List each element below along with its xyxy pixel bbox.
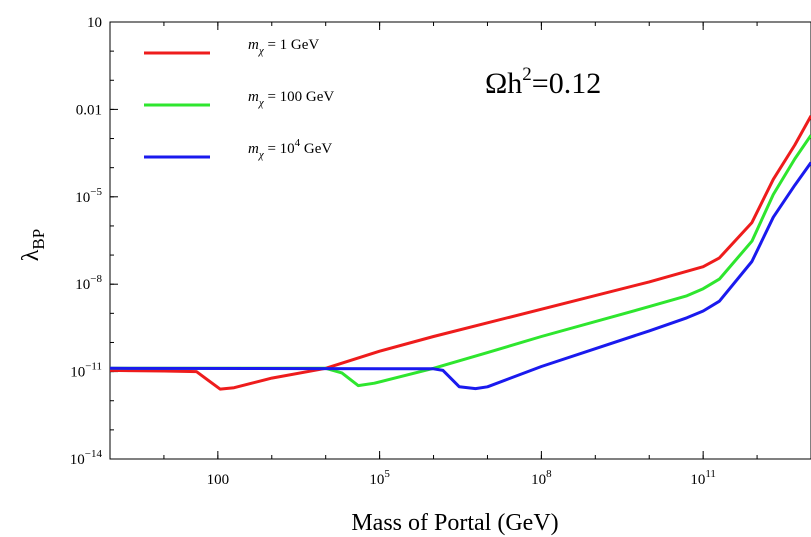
series-line-0 xyxy=(109,115,811,391)
y-axis-title: λBP xyxy=(18,229,48,261)
y-tick-label-1-base: 0.01 xyxy=(76,102,102,118)
y-tick-label-5-base: 10 xyxy=(70,452,85,468)
plot-frame xyxy=(109,21,811,460)
y-tick-label-2: 10−5 xyxy=(75,186,102,206)
series-lines xyxy=(109,115,811,391)
y-tick-label-3-exp: −8 xyxy=(90,273,102,285)
x-tick-label-0-base: 100 xyxy=(207,472,230,488)
x-tick-label-2-exp: 8 xyxy=(546,468,552,480)
y-tick-label-4: 10−11 xyxy=(70,361,102,381)
annotation-exp: 2 xyxy=(522,64,532,85)
omega-annotation: Ωh2=0.12 xyxy=(485,64,601,100)
y-tick-label-2-exp: −5 xyxy=(90,186,102,198)
y-tick-label-0-base: 10 xyxy=(87,15,102,31)
y-axis-subscript: BP xyxy=(29,229,48,250)
legend-label-1: mχ = 100 GeV xyxy=(248,89,334,109)
annotation-base: Ωh xyxy=(485,67,522,100)
x-tick-label-1: 105 xyxy=(369,468,390,488)
x-axis-title: Mass of Portal (GeV) xyxy=(351,510,558,536)
y-tick-label-3: 10−8 xyxy=(75,273,102,293)
y-tick-label-4-exp: −11 xyxy=(85,361,102,373)
series-line-2 xyxy=(109,161,811,391)
x-tick-label-3-base: 10 xyxy=(690,472,705,488)
y-tick-label-3-base: 10 xyxy=(75,277,90,293)
y-axis-symbol: λ xyxy=(18,249,44,261)
x-tick-label-0: 100 xyxy=(207,472,230,488)
x-tick-label-3: 1011 xyxy=(690,468,716,488)
annotation-rest: =0.12 xyxy=(532,67,601,100)
x-tick-label-3-exp: 11 xyxy=(705,468,716,480)
x-tick-label-1-exp: 5 xyxy=(384,468,390,480)
y-tick-label-1: 0.01 xyxy=(76,102,102,118)
y-tick-label-5-exp: −14 xyxy=(85,448,103,460)
y-tick-label-0: 10 xyxy=(87,15,102,31)
legend: mχ = 1 GeV mχ = 100 GeV mχ = 104 GeV xyxy=(144,37,334,161)
x-tick-label-1-base: 10 xyxy=(369,472,384,488)
x-tick-label-2: 108 xyxy=(531,468,552,488)
y-tick-label-4-base: 10 xyxy=(70,365,85,381)
series-line-1 xyxy=(110,134,811,388)
y-tick-label-5: 10−14 xyxy=(70,448,103,468)
y-tick-label-2-base: 10 xyxy=(75,190,90,206)
x-tick-label-2-base: 10 xyxy=(531,472,546,488)
legend-label-2: mχ = 104 GeV xyxy=(248,137,332,161)
legend-label-0: mχ = 1 GeV xyxy=(248,37,319,57)
